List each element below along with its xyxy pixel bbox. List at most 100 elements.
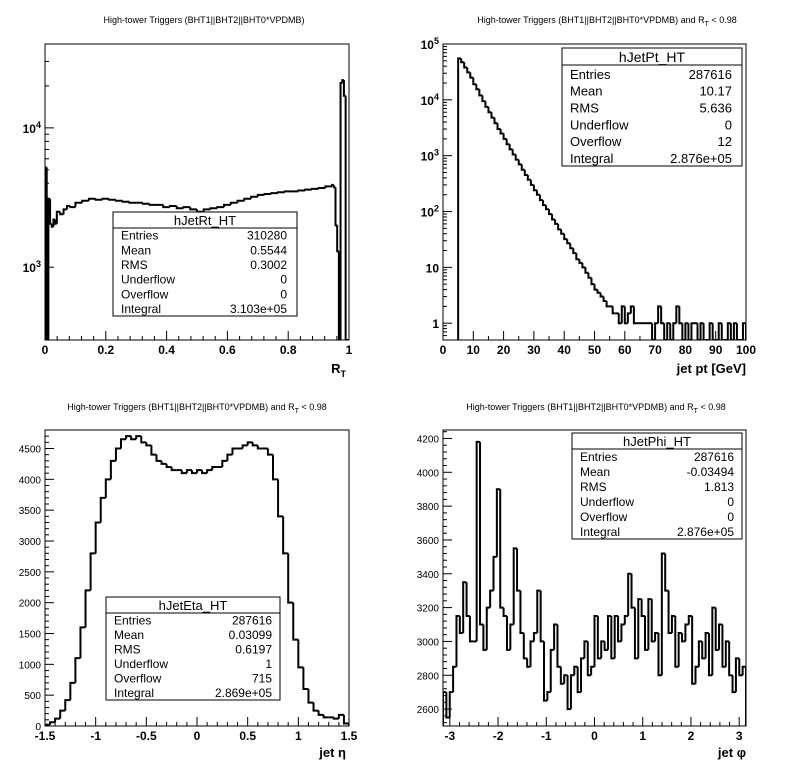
y-tick-label: 3200 [417, 604, 440, 615]
histogram-bin [55, 210, 61, 224]
histogram-bin [593, 284, 598, 291]
histogram-bin [216, 206, 225, 209]
x-tick-label: 3 [736, 729, 743, 743]
histogram-bin [741, 322, 746, 340]
histogram-bin [694, 665, 699, 684]
histogram-bin [468, 616, 474, 643]
histogram-bin [620, 305, 625, 324]
histogram-bin [593, 615, 598, 667]
plot-title-tail: < 0.98 [299, 402, 327, 412]
plot-title-main: High-tower Triggers (BHT1||BHT2||BHT0*VP… [466, 402, 694, 412]
histogram-bin [590, 277, 595, 286]
stats-row-value: 0 [727, 510, 734, 524]
stats-row-value: 10.17 [699, 84, 732, 99]
histogram-bin [104, 478, 111, 498]
histogram-bin [455, 615, 460, 667]
histogram-bin [637, 598, 642, 659]
histogram-bin [651, 323, 656, 340]
histogram-bin [317, 187, 326, 190]
histogram-bin [465, 582, 470, 618]
x-tick-label: 0 [440, 343, 447, 357]
histogram-bin [502, 133, 507, 140]
histogram-bin [94, 521, 101, 554]
plot-title: High-tower Triggers (BHT1||BHT2||BHT0*VP… [104, 15, 305, 25]
y-tick-label: 4200 [417, 434, 440, 445]
histogram-bin [602, 296, 607, 302]
y-tick-label: 10 [426, 261, 440, 275]
stats-row-label: Integral [580, 525, 620, 539]
histogram-bin [580, 657, 585, 693]
y-tick-label: 4000 [19, 475, 42, 486]
histogram-bin [84, 589, 91, 628]
stats-row-value: 0.3002 [250, 258, 287, 272]
histogram-bin [448, 691, 454, 718]
stats-row-label: Mean [121, 243, 151, 257]
y-tick-label: 105 [421, 36, 439, 52]
histogram-bin [332, 184, 336, 189]
stats-box-title: hJetRt_HT [174, 213, 236, 228]
histogram-bin [667, 590, 672, 634]
stats-row-label: Mean [114, 628, 144, 642]
y-tick-label: 104 [421, 92, 439, 108]
stats-row-label: Integral [570, 151, 613, 166]
histogram-bin [566, 239, 571, 245]
histogram-bin [493, 117, 498, 125]
histogram-bin [546, 691, 551, 701]
histogram-bin [696, 323, 701, 340]
histogram-bin [479, 441, 484, 626]
y-tick-label: 103 [23, 259, 41, 275]
x-tick-label: 2 [688, 729, 695, 743]
histogram-bin [125, 435, 132, 440]
plot-title: High-tower Triggers (BHT1||BHT2||BHT0*VP… [67, 402, 326, 415]
stats-box: hJetRt_HT Entries 310280 Mean 0.5544 RMS 0.300… [112, 211, 298, 317]
x-tick-label: 1.5 [341, 729, 358, 743]
histogram-panel-hJetPhi_HT: High-tower Triggers (BHT1||BHT2||BHT0*VP… [417, 402, 747, 760]
stats-row-label: Mean [570, 84, 603, 99]
histogram-bin [287, 553, 294, 604]
x-tick-label: 0.5 [239, 729, 256, 743]
stats-row-value: 0.03099 [229, 628, 273, 642]
histogram-bin [99, 496, 106, 523]
histogram-bin [632, 306, 637, 325]
y-tick-label: 3000 [19, 537, 42, 548]
y-tick-label: 103 [421, 148, 439, 164]
histogram-bin [475, 440, 481, 642]
histogram-bin [536, 589, 541, 633]
histogram-bin [89, 552, 96, 591]
histogram-bin [678, 306, 683, 325]
histogram-bin [128, 201, 137, 204]
plot-title-subscript: T [694, 408, 699, 415]
histogram-bin [584, 267, 589, 274]
x-tick-label: 90 [709, 343, 723, 357]
histogram-bin [170, 467, 177, 472]
histogram-bin [206, 469, 213, 474]
x-axis-label-main: jet pt [GeV] [676, 361, 746, 376]
histogram-bin [687, 615, 693, 625]
x-tick-label: 80 [679, 343, 693, 357]
histogram-bin [535, 190, 540, 196]
histogram-bin [610, 616, 615, 660]
histogram-bin [150, 445, 157, 456]
stats-row-value: -0.03494 [687, 465, 735, 479]
histogram-panel-hJetEta_HT: High-tower Triggers (BHT1||BHT2||BHT0*VP… [19, 402, 358, 760]
histogram-bin [551, 214, 556, 221]
histogram-bin [283, 190, 292, 193]
histogram-bin [509, 623, 514, 650]
histogram-bin [49, 198, 52, 225]
histogram-bin [559, 666, 565, 685]
histogram-bin [272, 454, 279, 481]
histogram-bin [79, 626, 86, 659]
x-tick-label: 70 [648, 343, 662, 357]
histogram-bin [669, 323, 674, 340]
histogram-bin [711, 323, 716, 340]
histogram-bin [575, 253, 580, 261]
histogram-bin [707, 632, 713, 677]
x-axis-label-subscript: T [341, 369, 347, 379]
histogram-bin [532, 184, 537, 192]
histogram-bin [307, 689, 314, 704]
y-tick-label-base: 10 [426, 261, 440, 275]
x-tick-label: 0.4 [158, 343, 175, 357]
histogram-bin [310, 187, 319, 190]
histogram-bin [101, 197, 110, 200]
plot-title-subscript: T [295, 408, 300, 415]
